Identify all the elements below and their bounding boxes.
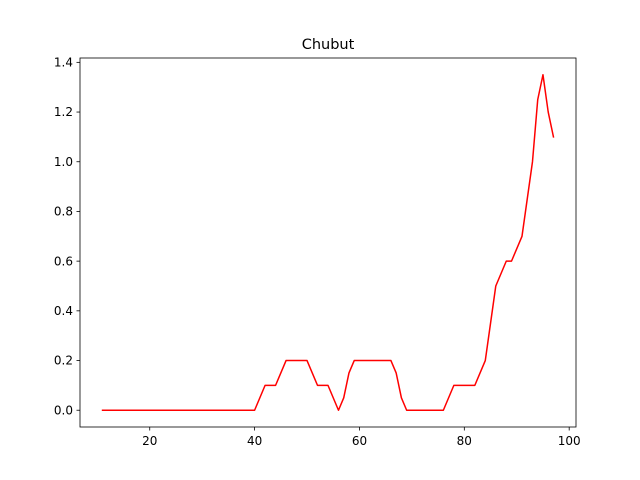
x-tick-label: 40 [247, 434, 262, 448]
series-line-0 [101, 74, 555, 411]
series-layer [101, 74, 555, 411]
y-tick-label: 1.0 [54, 155, 73, 169]
y-tick-label: 0.4 [54, 304, 73, 318]
x-tick-label: 80 [457, 434, 472, 448]
plot-area [80, 58, 576, 427]
y-tick-label: 1.4 [54, 56, 73, 70]
y-tick-label: 0.2 [54, 354, 73, 368]
y-tick-label: 0.6 [54, 254, 73, 268]
axes-layer: 20 40 60 80 100 0.0 0.2 0.4 0.6 0.8 1.0 1.2 1.4 [54, 56, 581, 448]
chart-title: Chubut [302, 37, 355, 53]
axes-frame [79, 57, 577, 428]
plot-background [80, 58, 576, 427]
y-tick-label: 0.0 [54, 403, 73, 417]
y-tick-label: 1.2 [54, 105, 73, 119]
y-tick-label: 0.8 [54, 205, 73, 219]
x-tick-label: 100 [558, 434, 581, 448]
x-tick-label: 60 [352, 434, 367, 448]
x-tick-label: 20 [142, 434, 157, 448]
